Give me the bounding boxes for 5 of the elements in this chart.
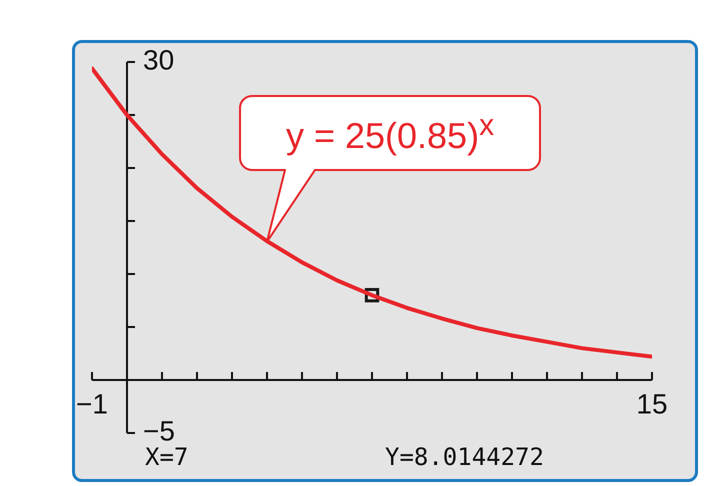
y-tick-label: 30 xyxy=(143,44,174,76)
annotation: y = 25(0.85)$^{x}$ xyxy=(286,109,494,157)
x-tick-label: −1 xyxy=(76,388,108,420)
x-tick-label: 15 xyxy=(636,388,668,420)
text: Y=8.0144272 xyxy=(385,443,544,471)
